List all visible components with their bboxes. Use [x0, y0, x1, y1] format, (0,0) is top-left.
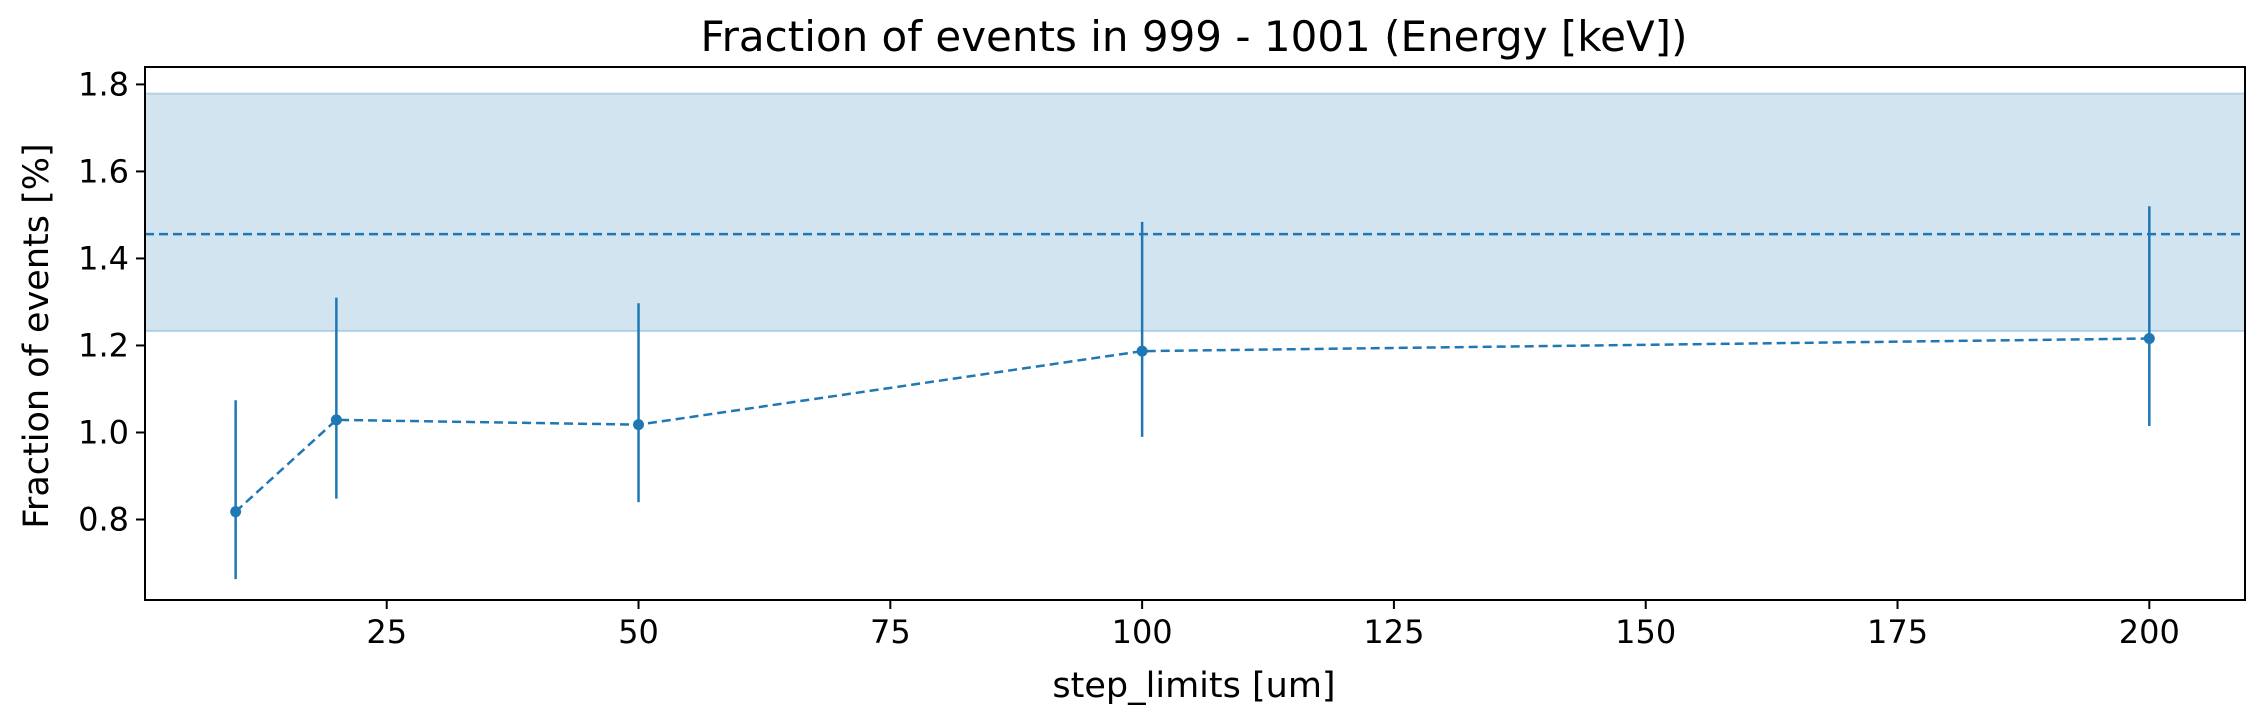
- x-tick-label: 25: [366, 613, 407, 651]
- reference-band: [144, 92, 2246, 333]
- x-tick-label: 75: [870, 613, 911, 651]
- y-tick-label: 1.0: [78, 413, 129, 451]
- axes-frame: [144, 66, 2246, 601]
- x-tick-label: 100: [1112, 613, 1173, 651]
- y-tick-label: 1.6: [78, 152, 129, 190]
- x-tick-label: 175: [1867, 613, 1928, 651]
- x-axis-label: step_limits [um]: [1052, 666, 1335, 706]
- x-tick-label: 125: [1363, 613, 1424, 651]
- plot-area: [144, 66, 2246, 601]
- data-point-10: [230, 506, 242, 518]
- data-point-100: [1136, 345, 1148, 357]
- y-axis-label: Fraction of events [%]: [17, 143, 57, 528]
- x-axis-ticks: 25 50 75 100 125 150 175 200: [366, 600, 2180, 651]
- y-tick-label: 0.8: [78, 501, 129, 539]
- chart-title: Fraction of events in 999 - 1001 (Energy…: [701, 12, 1688, 61]
- data-point-20: [330, 414, 342, 426]
- series-line: [234, 337, 2150, 513]
- data-point-50: [633, 419, 645, 431]
- x-tick-label: 150: [1615, 613, 1676, 651]
- y-tick-label: 1.8: [78, 65, 129, 103]
- data-point-200: [2143, 333, 2155, 345]
- y-tick-label: 1.4: [78, 239, 129, 277]
- x-tick-label: 50: [618, 613, 659, 651]
- y-tick-label: 1.2: [78, 326, 129, 364]
- x-tick-label: 200: [2119, 613, 2180, 651]
- y-axis-ticks: 0.8 1.0 1.2 1.4 1.6 1.8: [78, 65, 145, 539]
